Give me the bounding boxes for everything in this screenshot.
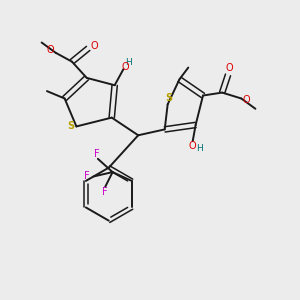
Text: O: O	[47, 46, 54, 56]
Text: O: O	[91, 41, 98, 51]
Text: F: F	[84, 171, 90, 181]
Text: F: F	[94, 148, 100, 158]
Text: S: S	[68, 122, 75, 131]
Text: O: O	[243, 95, 250, 105]
Text: O: O	[226, 63, 233, 74]
Text: S: S	[166, 94, 173, 103]
Text: H: H	[125, 58, 132, 67]
Text: O: O	[188, 141, 196, 151]
Text: H: H	[196, 144, 202, 153]
Text: F: F	[102, 187, 107, 197]
Text: O: O	[121, 62, 129, 72]
